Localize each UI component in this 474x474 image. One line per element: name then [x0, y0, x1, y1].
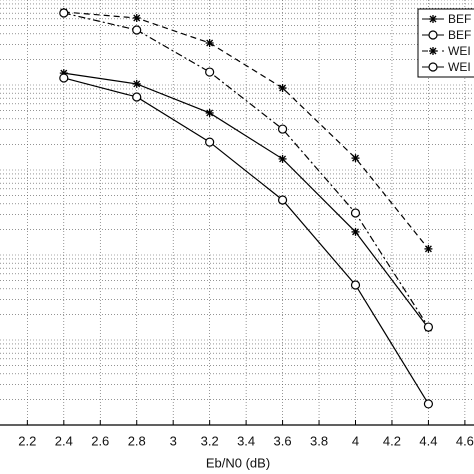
marker — [350, 280, 361, 290]
legend-box — [417, 8, 474, 78]
marker — [428, 62, 438, 72]
marker-stroke — [352, 228, 359, 236]
x-axis-label: Eb/N0 (dB) — [206, 455, 270, 470]
marker — [277, 195, 288, 205]
marker-stroke — [352, 154, 359, 162]
marker-stroke — [424, 245, 432, 253]
marker — [132, 79, 141, 88]
marker-stroke — [206, 109, 214, 117]
marker — [351, 227, 360, 236]
marker-stroke — [133, 14, 141, 22]
marker — [424, 244, 433, 253]
x-tick-label: 4.2 — [383, 433, 401, 448]
marker — [278, 154, 287, 163]
marker — [423, 399, 434, 409]
x-tick-label: 3.4 — [237, 433, 255, 448]
legend-label: BEF — [448, 12, 471, 26]
marker — [132, 14, 141, 23]
x-tick-label: 2.8 — [128, 433, 146, 448]
marker — [423, 322, 434, 332]
marker — [132, 25, 142, 35]
marker-stroke — [429, 15, 437, 23]
series-line — [63, 77, 429, 405]
x-tick-label: 4.4 — [419, 433, 437, 448]
x-tick-label: 3 — [170, 433, 177, 448]
marker — [132, 92, 142, 102]
marker — [429, 47, 437, 55]
marker-stroke — [279, 155, 287, 163]
marker-stroke — [279, 84, 287, 92]
x-tick-label: 3.6 — [274, 433, 292, 448]
marker — [205, 108, 214, 117]
legend-label: WEI — [448, 44, 471, 58]
marker — [205, 67, 215, 77]
marker — [278, 83, 287, 92]
series-line — [63, 12, 429, 328]
marker — [59, 73, 69, 83]
x-tick-label: 2.2 — [18, 433, 36, 448]
marker — [351, 154, 360, 163]
marker — [277, 124, 288, 134]
series-line — [63, 72, 429, 329]
marker — [205, 137, 215, 147]
legend-label: WEI — [448, 60, 471, 74]
x-tick-label: 3.2 — [201, 433, 219, 448]
x-tick-label: 4.6 — [456, 433, 474, 448]
x-tick-label: 2.6 — [91, 433, 109, 448]
marker-stroke — [429, 47, 437, 55]
marker — [350, 208, 361, 218]
marker-stroke — [133, 80, 141, 88]
series-line — [63, 11, 429, 250]
marker — [59, 8, 69, 18]
x-tick-label: 3.8 — [310, 433, 328, 448]
marker — [429, 15, 437, 23]
x-tick-label: 2.4 — [55, 433, 73, 448]
marker — [205, 38, 214, 47]
x-tick-label: 4 — [352, 433, 359, 448]
marker — [428, 30, 438, 40]
legend-label: BEF — [448, 28, 471, 42]
marker-stroke — [206, 39, 214, 47]
